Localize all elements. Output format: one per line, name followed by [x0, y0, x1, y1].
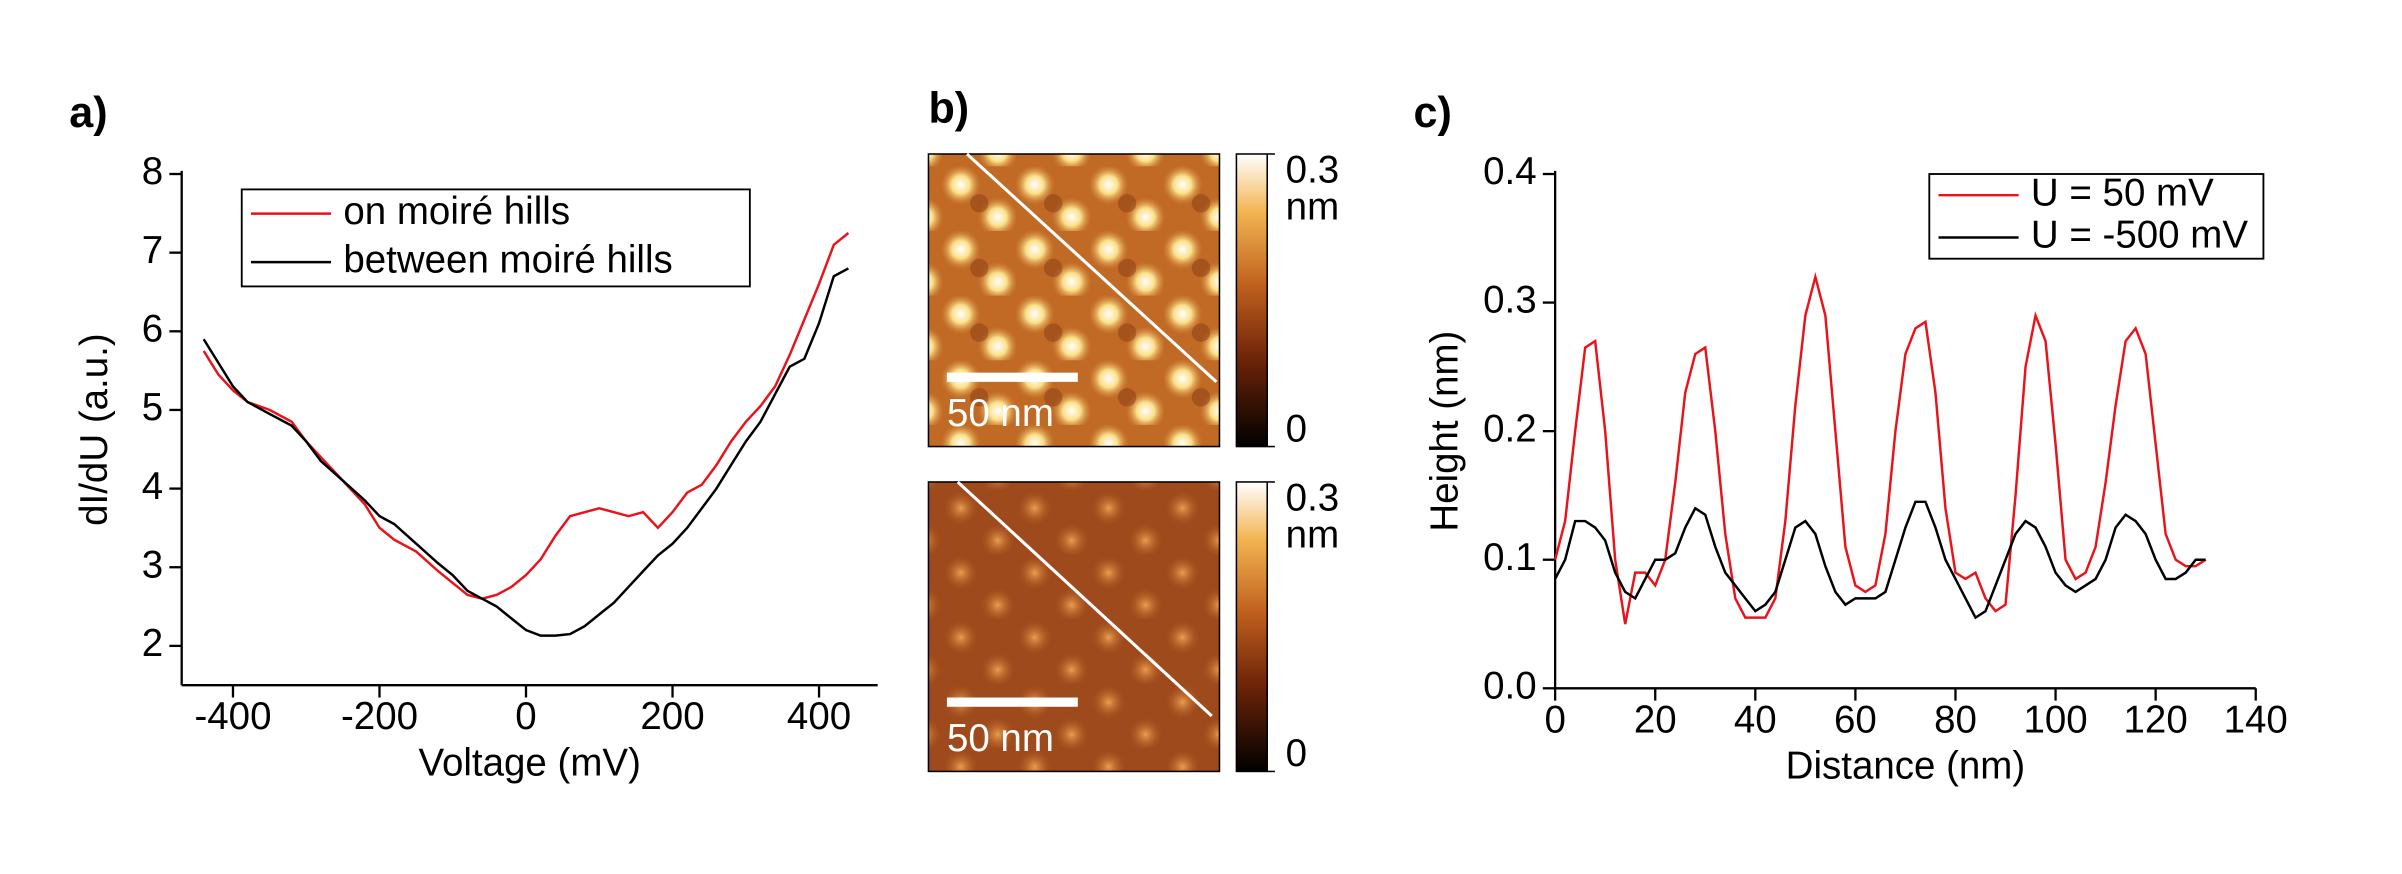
y-tick-label: 0.0 [1483, 664, 1537, 707]
y-axis-title: Height (nm) [1424, 331, 1467, 532]
colorbar-unit: nm [1286, 514, 1339, 557]
y-tick-label: 3 [142, 543, 163, 586]
colorbar [1235, 481, 1268, 773]
colorbar-tick-label: 0 [1286, 732, 1307, 775]
legend-label: on moiré hills [343, 190, 570, 233]
x-tick-label: 100 [2023, 698, 2087, 741]
x-tick-label: 200 [640, 695, 704, 738]
y-axis-title: dI/dU (a.u.) [73, 333, 116, 526]
y-tick-label: 7 [142, 229, 163, 272]
y-tick-label: 6 [142, 307, 163, 350]
x-axis-title: Voltage (mV) [418, 741, 640, 784]
stm-image [927, 153, 1221, 448]
x-tick-label: 0 [1544, 698, 1565, 741]
x-tick-label: 120 [2124, 698, 2188, 741]
scale-bar-label: 50 nm [947, 717, 1054, 760]
legend-label: U = -500 mV [2031, 214, 2248, 257]
x-tick-label: 40 [1734, 698, 1777, 741]
scale-bar [946, 697, 1078, 707]
y-tick-label: 0.4 [1483, 150, 1537, 193]
colorbar-tick-label: 0.3 [1286, 477, 1339, 520]
scale-bar-label: 50 nm [947, 392, 1054, 435]
y-tick-label: 5 [142, 386, 163, 429]
x-tick-label: 140 [2224, 698, 2288, 741]
x-tick-label: 20 [1634, 698, 1677, 741]
colorbar-tick-label: 0.3 [1286, 149, 1339, 192]
data-line [202, 232, 850, 600]
data-line [1554, 500, 2206, 620]
panel-label: b) [928, 84, 969, 132]
colorbar-unit: nm [1286, 186, 1339, 229]
x-tick-label: 400 [787, 695, 851, 738]
profile-line [956, 480, 1213, 718]
scale-bar [946, 372, 1078, 382]
legend-label: between moiré hills [343, 238, 672, 281]
y-tick-label: 2 [142, 622, 163, 665]
x-tick-label: 0 [515, 695, 536, 738]
y-tick-label: 0.2 [1483, 407, 1537, 450]
legend-box [1928, 173, 2265, 260]
y-tick-label: 8 [142, 150, 163, 193]
legend-label: U = 50 mV [2031, 171, 2214, 214]
x-tick-label: 60 [1834, 698, 1877, 741]
x-tick-label: -400 [194, 695, 271, 738]
colorbar [1235, 153, 1268, 448]
panel-label: a) [69, 89, 107, 137]
legend-box [240, 188, 751, 288]
profile-line [965, 152, 1218, 384]
data-line [1553, 271, 2207, 625]
stm-image [927, 481, 1221, 773]
x-axis-title: Distance (nm) [1786, 745, 2026, 788]
data-line [202, 267, 849, 637]
x-tick-label: -200 [341, 695, 418, 738]
y-tick-label: 0.3 [1483, 279, 1537, 322]
colorbar-tick-label: 0 [1286, 407, 1307, 450]
y-tick-label: 4 [142, 465, 163, 508]
x-tick-label: 80 [1934, 698, 1977, 741]
panel-label: c) [1413, 89, 1451, 137]
y-tick-label: 0.1 [1483, 536, 1537, 579]
